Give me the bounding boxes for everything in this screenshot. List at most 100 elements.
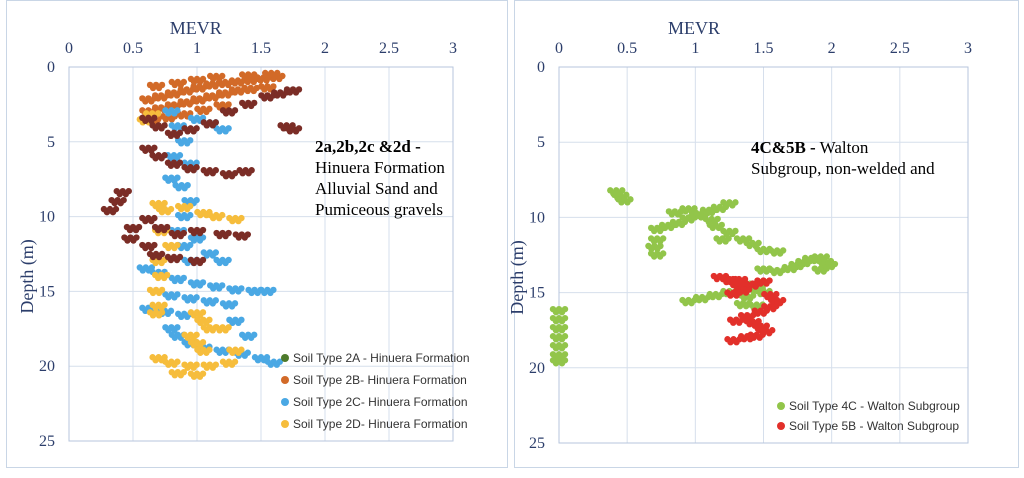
left-point-s2-36 bbox=[174, 174, 181, 181]
left-point-s3-28 bbox=[180, 368, 187, 376]
left-point-s3-2 bbox=[161, 199, 168, 207]
left-y-tick-label: 15 bbox=[39, 283, 55, 300]
left-point-s3-26 bbox=[238, 346, 245, 353]
legend-label-2d: Soil Type 2D- Hinuera Formation bbox=[293, 417, 468, 431]
left-point-s4-11 bbox=[161, 152, 168, 159]
right-x-tick-label: 2 bbox=[828, 40, 836, 57]
right-annotation-line-1: Subgroup, non-welded and bbox=[751, 159, 935, 178]
left-point-s3-25 bbox=[231, 358, 239, 365]
left-point-s2-38 bbox=[212, 249, 219, 256]
left-point-s2-19 bbox=[212, 297, 219, 304]
right-y-axis-title: Depth (m) bbox=[507, 240, 528, 314]
right-point-s1-19 bbox=[736, 336, 743, 343]
right-x-tick-label: 1.5 bbox=[754, 40, 774, 57]
right-annotation-bold: 4C&5B - bbox=[751, 138, 816, 157]
right-point-s1-16 bbox=[769, 327, 776, 334]
left-point-s4-30 bbox=[176, 253, 184, 261]
left-point-s4-26 bbox=[225, 229, 232, 237]
left-chart-panel: 0 0.5 1 1.5 2 2.5 3 0 5 10 15 20 25 MEVR Depth (m) 2a,… bbox=[6, 0, 508, 468]
left-point-s4-1 bbox=[161, 122, 168, 129]
left-point-s3-23 bbox=[193, 361, 200, 368]
legend-label-5b: Soil Type 5B - Walton Subgroup bbox=[789, 419, 960, 433]
left-x-axis-title: MEVR bbox=[170, 18, 222, 38]
left-x-tick-label: 1.5 bbox=[251, 40, 271, 57]
right-point-s2-6 bbox=[561, 357, 569, 364]
left-point-s2-6 bbox=[187, 211, 194, 219]
right-y-tick-label: 15 bbox=[529, 285, 545, 302]
right-plot-frame bbox=[558, 66, 969, 444]
right-point-s0-33 bbox=[831, 260, 839, 268]
left-point-s2-18 bbox=[193, 294, 200, 301]
right-point-s1-11 bbox=[773, 302, 780, 310]
left-point-s4-20 bbox=[120, 196, 127, 204]
legend-label-2b: Soil Type 2B- Hinuera Formation bbox=[293, 373, 467, 387]
legend-item-2c: Soil Type 2C- Hinuera Formation bbox=[281, 391, 470, 413]
left-point-s3-9 bbox=[174, 241, 181, 249]
left-point-s4-6 bbox=[251, 99, 258, 107]
right-point-s1-17 bbox=[759, 331, 766, 338]
right-point-s0-13 bbox=[659, 250, 667, 257]
left-x-tick-label: 3 bbox=[449, 40, 457, 57]
left-point-s4-22 bbox=[151, 214, 158, 222]
left-point-s2-13 bbox=[219, 282, 226, 289]
right-point-s0-11 bbox=[659, 235, 667, 242]
right-point-s1-7 bbox=[736, 289, 743, 296]
right-point-s0-22 bbox=[755, 239, 762, 247]
left-annotation-line-2: Alluvial Sand and bbox=[315, 179, 438, 198]
left-point-s4-14 bbox=[212, 167, 219, 174]
right-point-s0-17 bbox=[714, 215, 721, 223]
left-point-s2-12 bbox=[199, 279, 207, 286]
left-point-s4-18 bbox=[295, 125, 303, 132]
right-chart-svg: 0 0.5 1 1.5 2 2.5 3 0 5 10 15 20 25 MEVR Depth (m) bbox=[507, 18, 972, 452]
left-point-s1-10 bbox=[279, 72, 286, 80]
left-point-s2-0 bbox=[174, 107, 181, 114]
legend-label-2c: Soil Type 2C- Hinuera Formation bbox=[293, 395, 468, 409]
right-point-s1-10 bbox=[779, 296, 787, 304]
left-point-s4-16 bbox=[248, 167, 255, 174]
left-point-s2-34 bbox=[225, 125, 232, 132]
left-point-s4-29 bbox=[158, 250, 166, 258]
left-point-s2-20 bbox=[231, 300, 239, 307]
left-y-tick-label: 0 bbox=[47, 59, 55, 76]
left-point-s3-7 bbox=[238, 214, 245, 222]
right-point-s1-18 bbox=[749, 333, 757, 340]
right-x-tick-label: 2.5 bbox=[890, 40, 910, 57]
left-annotation: 2a,2b,2c &2d - Hinuera Formation Alluvia… bbox=[315, 136, 445, 220]
left-legend: Soil Type 2A - Hinuera Formation Soil Ty… bbox=[281, 347, 470, 435]
right-point-s0-2 bbox=[627, 196, 634, 203]
right-y-tick-label: 25 bbox=[529, 435, 545, 452]
left-y-tick-label: 5 bbox=[47, 134, 55, 151]
left-point-s2-39 bbox=[225, 256, 232, 264]
right-point-s0-10 bbox=[732, 199, 739, 206]
right-legend: Soil Type 4C - Walton Subgroup Soil Type… bbox=[777, 396, 960, 436]
left-y-tick-label: 10 bbox=[39, 209, 55, 226]
left-x-tick-label: 2.5 bbox=[379, 40, 399, 57]
right-x-axis-title: MEVR bbox=[668, 18, 720, 38]
left-point-s2-24 bbox=[174, 324, 181, 331]
left-point-s4-4 bbox=[212, 119, 219, 126]
left-point-s2-2 bbox=[187, 137, 194, 144]
right-point-s1-8 bbox=[741, 275, 749, 283]
right-annotation: 4C&5B - Walton Subgroup, non-welded and bbox=[751, 137, 935, 179]
left-point-s4-15 bbox=[231, 170, 239, 177]
right-x-tick-label: 0.5 bbox=[617, 40, 637, 57]
left-point-s2-8 bbox=[187, 241, 194, 249]
right-x-tick-label: 0 bbox=[555, 40, 563, 57]
left-point-s4-2 bbox=[176, 129, 184, 137]
left-point-s4-10 bbox=[151, 144, 158, 151]
left-x-tick-label: 0 bbox=[65, 40, 73, 57]
right-x-tick-label: 3 bbox=[964, 40, 972, 57]
legend-marker-2c bbox=[281, 398, 289, 406]
right-x-tick-label: 1 bbox=[691, 40, 699, 57]
left-point-s3-13 bbox=[161, 301, 168, 309]
left-point-s2-4 bbox=[184, 181, 191, 189]
left-point-s2-11 bbox=[180, 274, 187, 282]
right-point-s2-2 bbox=[561, 323, 569, 331]
left-point-s3-15 bbox=[199, 309, 207, 316]
left-point-s2-35 bbox=[193, 159, 200, 166]
left-point-s3-19 bbox=[199, 339, 207, 346]
left-point-s3-14 bbox=[158, 309, 166, 316]
legend-label-2a: Soil Type 2A - Hinuera Formation bbox=[293, 351, 470, 365]
left-point-s1-29 bbox=[219, 72, 226, 80]
left-point-s3-29 bbox=[199, 370, 207, 377]
